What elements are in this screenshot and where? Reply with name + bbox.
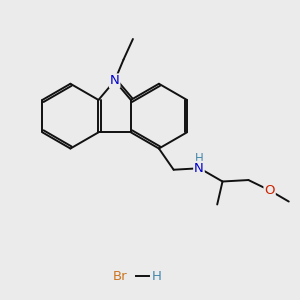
Text: Br: Br (113, 269, 128, 283)
Text: H: H (152, 269, 161, 283)
Text: N: N (194, 162, 204, 175)
Text: O: O (264, 184, 275, 197)
Text: H: H (195, 152, 204, 165)
Text: N: N (110, 74, 119, 87)
